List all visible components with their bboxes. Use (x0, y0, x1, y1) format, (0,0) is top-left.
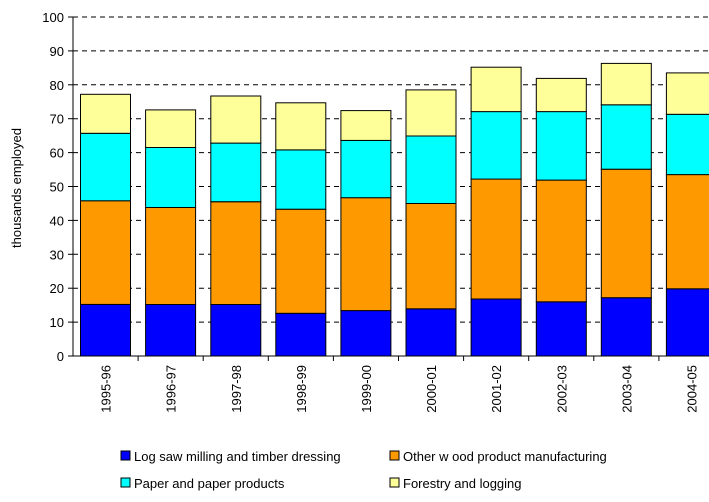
bar-segment (406, 309, 456, 356)
x-tick-label: 2000-01 (424, 365, 439, 413)
y-axis-label: thousands employed (9, 128, 24, 248)
bar-segment (601, 169, 651, 298)
y-tick-label: 40 (50, 213, 64, 228)
bar-segment (276, 103, 326, 150)
bar-segment (666, 73, 709, 114)
bar-segment (536, 302, 586, 356)
bar-segment (536, 180, 586, 302)
bar-segment (276, 313, 326, 356)
y-tick-label: 90 (50, 44, 64, 59)
bar-segment (146, 208, 196, 305)
bar-segment (666, 289, 709, 356)
legend-swatch (390, 478, 399, 487)
bar-segment (81, 94, 131, 133)
bar-segment (601, 105, 651, 169)
y-tick-label: 0 (57, 349, 64, 364)
bar-segment (471, 299, 521, 356)
x-tick-label: 1995-96 (99, 365, 114, 413)
y-tick-label: 20 (50, 281, 64, 296)
bar-segment (276, 209, 326, 313)
y-tick-label: 10 (50, 315, 64, 330)
x-tick-label: 2002-03 (554, 365, 569, 413)
x-tick-label: 2001-02 (489, 365, 504, 413)
x-tick-label: 2003-04 (619, 365, 634, 413)
bar-segment (341, 311, 391, 356)
bar-segment (276, 150, 326, 209)
bar-segment (471, 112, 521, 180)
bar-segment (211, 143, 261, 202)
bar-segment (341, 140, 391, 197)
bar-segment (406, 136, 456, 204)
x-tick-label: 1998-99 (294, 365, 309, 413)
bar-segment (146, 148, 196, 208)
bar-segment (81, 305, 131, 357)
legend-label: Paper and paper products (134, 476, 285, 491)
y-tick-label: 100 (42, 10, 64, 25)
bar-segment (211, 202, 261, 305)
y-tick-label: 30 (50, 247, 64, 262)
bar-segment (601, 63, 651, 104)
x-tick-label: 2004-05 (684, 365, 699, 413)
bar-segment (406, 203, 456, 308)
bar-segment (211, 305, 261, 357)
y-tick-label: 60 (50, 146, 64, 161)
bar-segment (341, 111, 391, 141)
bar-segment (666, 175, 709, 289)
legend-swatch (121, 478, 130, 487)
x-tick-label: 1999-00 (359, 365, 374, 413)
legend-swatch (390, 451, 399, 460)
legend-swatch (121, 451, 130, 460)
bar-segment (146, 110, 196, 148)
legend-label: Log saw milling and timber dressing (134, 449, 341, 464)
bars (81, 63, 709, 356)
x-tick-label: 1997-98 (229, 365, 244, 413)
bar-segment (81, 133, 131, 201)
bar-segment (536, 78, 586, 111)
legend-label: Forestry and logging (403, 476, 522, 491)
bar-segment (81, 201, 131, 305)
bar-segment (341, 198, 391, 311)
bar-segment (666, 114, 709, 174)
y-tick-label: 70 (50, 112, 64, 127)
legend: Log saw milling and timber dressing Other… (121, 449, 607, 491)
bar-segment (146, 305, 196, 357)
y-tick-label: 50 (50, 180, 64, 195)
bar-segment (471, 179, 521, 299)
x-tick-label: 1996-97 (164, 365, 179, 413)
bar-segment (536, 112, 586, 181)
bar-segment (601, 298, 651, 356)
bar-segment (406, 90, 456, 136)
legend-label: Other w ood product manufacturing (403, 449, 607, 464)
bar-segment (471, 67, 521, 111)
bar-segment (211, 96, 261, 143)
y-tick-label: 80 (50, 78, 64, 93)
